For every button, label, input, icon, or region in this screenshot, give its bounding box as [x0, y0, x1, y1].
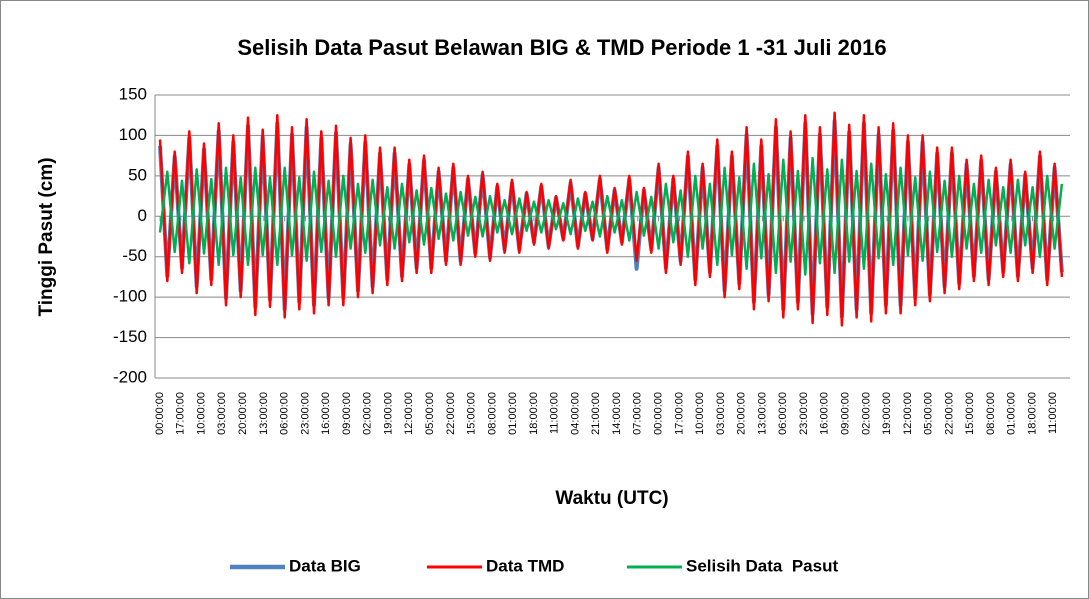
x-tick-label: 04:00:00 — [569, 392, 581, 435]
x-tick-label: 03:00:00 — [715, 392, 727, 435]
series-line — [158, 156, 1064, 276]
x-tick-label: 01:00:00 — [1006, 392, 1018, 435]
x-tick-label: 21:00:00 — [590, 392, 602, 435]
x-tick-label: 05:00:00 — [923, 392, 935, 435]
x-tick-label: 14:00:00 — [611, 392, 623, 435]
x-tick-label: 13:00:00 — [258, 392, 270, 435]
x-tick-label: 19:00:00 — [881, 392, 893, 435]
y-tick-label: -150 — [113, 327, 147, 346]
legend-label: Data BIG — [289, 556, 361, 575]
x-tick-label: 23:00:00 — [798, 392, 810, 435]
legend-label: Selisih Data Pasut — [686, 556, 838, 575]
x-tick-label: 10:00:00 — [694, 392, 706, 435]
x-tick-label: 18:00:00 — [1026, 392, 1038, 435]
y-tick-label: -100 — [113, 287, 147, 306]
y-tick-label: 50 — [128, 165, 147, 184]
y-tick-label: 150 — [119, 84, 147, 103]
x-tick-label: 03:00:00 — [216, 392, 228, 435]
x-tick-label: 11:00:00 — [1047, 392, 1059, 434]
x-tick-label: 08:00:00 — [985, 392, 997, 435]
x-tick-label: 15:00:00 — [964, 392, 976, 435]
x-tick-label: 02:00:00 — [860, 392, 872, 435]
x-tick-label: 12:00:00 — [403, 392, 415, 435]
chart-title: Selisih Data Pasut Belawan BIG & TMD Per… — [237, 35, 886, 60]
legend-label: Data TMD — [486, 556, 564, 575]
x-tick-label: 08:00:00 — [486, 392, 498, 435]
x-tick-label: 22:00:00 — [445, 392, 457, 435]
x-tick-label: 20:00:00 — [237, 392, 249, 435]
x-tick-label: 00:00:00 — [154, 392, 166, 435]
y-tick-label: -200 — [113, 367, 147, 386]
y-tick-label: -50 — [122, 246, 147, 265]
x-tick-label: 19:00:00 — [382, 392, 394, 435]
x-tick-label: 23:00:00 — [299, 392, 311, 435]
x-tick-label: 09:00:00 — [341, 392, 353, 435]
x-tick-label: 16:00:00 — [819, 392, 831, 435]
x-tick-label: 01:00:00 — [507, 392, 519, 435]
x-tick-label: 15:00:00 — [466, 392, 478, 435]
y-tick-label: 100 — [119, 125, 147, 144]
x-tick-label: 17:00:00 — [175, 392, 187, 435]
x-tick-label: 06:00:00 — [279, 392, 291, 435]
x-tick-label: 00:00:00 — [653, 392, 665, 435]
x-tick-label: 07:00:00 — [632, 392, 644, 435]
x-tick-label: 12:00:00 — [902, 392, 914, 435]
x-tick-label: 17:00:00 — [673, 392, 685, 435]
y-tick-label: 0 — [138, 206, 147, 225]
y-axis-title: Tinggi Pasut (cm) — [36, 157, 57, 316]
x-tick-label: 16:00:00 — [320, 392, 332, 435]
x-tick-label: 05:00:00 — [424, 392, 436, 435]
x-tick-label: 22:00:00 — [943, 392, 955, 435]
x-tick-label: 10:00:00 — [195, 392, 207, 435]
x-tick-label: 09:00:00 — [839, 392, 851, 435]
x-tick-label: 18:00:00 — [528, 392, 540, 435]
x-tick-label: 20:00:00 — [736, 392, 748, 435]
x-tick-label: 06:00:00 — [777, 392, 789, 435]
x-tick-label: 11:00:00 — [549, 392, 561, 434]
x-tick-label: 02:00:00 — [362, 392, 374, 435]
x-tick-label: 13:00:00 — [756, 392, 768, 435]
x-axis-title: Waktu (UTC) — [555, 488, 668, 509]
